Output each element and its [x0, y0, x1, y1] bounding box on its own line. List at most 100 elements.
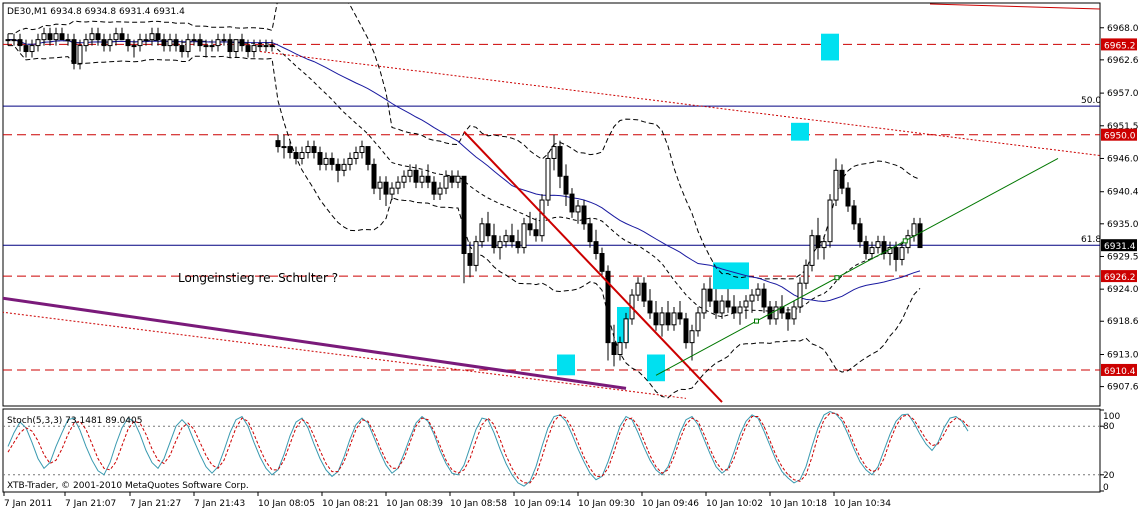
candle-19[interactable] [119, 27, 125, 41]
candle-28[interactable] [173, 33, 179, 52]
candle-106[interactable] [641, 277, 647, 307]
candle-37[interactable] [227, 33, 233, 58]
candle-26[interactable] [161, 33, 167, 52]
candle-119[interactable] [719, 295, 725, 319]
candle-125[interactable] [755, 283, 761, 302]
candle-132[interactable] [797, 277, 803, 313]
candle-18[interactable] [113, 27, 119, 46]
candle-12[interactable] [77, 39, 83, 70]
candle-8[interactable] [53, 27, 59, 46]
candle-61[interactable] [371, 158, 377, 195]
candle-75[interactable] [455, 170, 461, 189]
candle-25[interactable] [155, 27, 161, 46]
candle-128[interactable] [773, 301, 779, 325]
candle-142[interactable] [857, 217, 863, 248]
candle-31[interactable] [191, 33, 197, 46]
candle-85[interactable] [515, 229, 521, 254]
candle-141[interactable] [851, 200, 857, 230]
candle-115[interactable] [695, 306, 701, 337]
trend-anchor-1[interactable] [834, 275, 840, 281]
candle-78[interactable] [473, 235, 479, 272]
candle-43[interactable] [263, 39, 269, 52]
candle-20[interactable] [125, 33, 131, 52]
candle-59[interactable] [359, 140, 365, 159]
candle-15[interactable] [95, 27, 101, 46]
candle-11[interactable] [71, 33, 77, 70]
candle-116[interactable] [701, 283, 707, 319]
candle-144[interactable] [869, 241, 875, 260]
candle-90[interactable] [545, 152, 551, 206]
candle-66[interactable] [401, 170, 407, 189]
candle-17[interactable] [107, 33, 113, 52]
candle-3[interactable] [23, 39, 29, 58]
candle-113[interactable] [683, 312, 689, 349]
candle-69[interactable] [419, 170, 425, 189]
candle-5[interactable] [35, 33, 41, 52]
candle-53[interactable] [323, 152, 329, 171]
candle-99[interactable] [599, 247, 605, 278]
candle-126[interactable] [761, 283, 767, 313]
trendline-purple[interactable] [2, 296, 627, 390]
candle-39[interactable] [239, 33, 245, 52]
candle-7[interactable] [47, 27, 53, 46]
candle-81[interactable] [491, 223, 497, 254]
candle-30[interactable] [185, 33, 191, 58]
stochastic-pane[interactable]: Stoch(5,3,3) 73.1481 89.0405 XTB-Trader,… [2, 408, 1120, 493]
candle-6[interactable] [41, 27, 47, 46]
candle-10[interactable] [65, 33, 71, 46]
candle-120[interactable] [725, 289, 731, 313]
candle-84[interactable] [509, 223, 515, 248]
candle-49[interactable] [299, 146, 305, 165]
candle-121[interactable] [731, 295, 737, 319]
candle-131[interactable] [791, 301, 797, 325]
candle-51[interactable] [311, 140, 317, 159]
candle-68[interactable] [413, 164, 419, 189]
candle-94[interactable] [569, 188, 575, 218]
candle-42[interactable] [257, 39, 263, 52]
candle-76[interactable] [461, 175, 467, 284]
price-pane[interactable]: 50.0 61.8 DE30,M1 6934.8 6934.8 6931.4 69… [2, 0, 1138, 407]
trendlines[interactable] [2, 3, 1100, 403]
candle-139[interactable] [839, 164, 845, 195]
candle-137[interactable] [827, 194, 833, 248]
candle-70[interactable] [425, 164, 431, 189]
candle-29[interactable] [179, 39, 185, 58]
candle-82[interactable] [497, 235, 503, 260]
candle-2[interactable] [17, 33, 23, 52]
candle-48[interactable] [293, 146, 299, 165]
candle-112[interactable] [677, 301, 683, 325]
candle-36[interactable] [221, 33, 227, 46]
candle-13[interactable] [83, 33, 89, 52]
candle-146[interactable] [881, 235, 887, 260]
candle-44[interactable] [269, 39, 275, 52]
candle-60[interactable] [365, 146, 371, 171]
candle-105[interactable] [635, 277, 641, 302]
candle-21[interactable] [131, 39, 137, 58]
candle-46[interactable] [281, 134, 287, 159]
candle-93[interactable] [563, 164, 569, 206]
candle-32[interactable] [197, 33, 203, 52]
candle-114[interactable] [689, 324, 695, 361]
candle-101[interactable] [611, 324, 617, 367]
candle-133[interactable] [803, 259, 809, 290]
candle-56[interactable] [341, 158, 347, 177]
candle-130[interactable] [785, 306, 791, 331]
candle-95[interactable] [575, 200, 581, 224]
candle-86[interactable] [521, 217, 527, 254]
candle-14[interactable] [89, 27, 95, 46]
candle-38[interactable] [233, 39, 239, 58]
candle-33[interactable] [203, 39, 209, 58]
candle-102[interactable] [617, 336, 623, 361]
candle-89[interactable] [539, 194, 545, 242]
candle-79[interactable] [479, 217, 485, 248]
candle-52[interactable] [317, 146, 323, 171]
trend-anchor-2[interactable] [902, 238, 908, 244]
candle-0[interactable] [5, 33, 11, 46]
candle-24[interactable] [149, 27, 155, 46]
candle-143[interactable] [863, 235, 869, 260]
candle-27[interactable] [167, 33, 173, 52]
candle-149[interactable] [899, 241, 905, 266]
candle-98[interactable] [593, 229, 599, 260]
candle-138[interactable] [833, 158, 839, 206]
